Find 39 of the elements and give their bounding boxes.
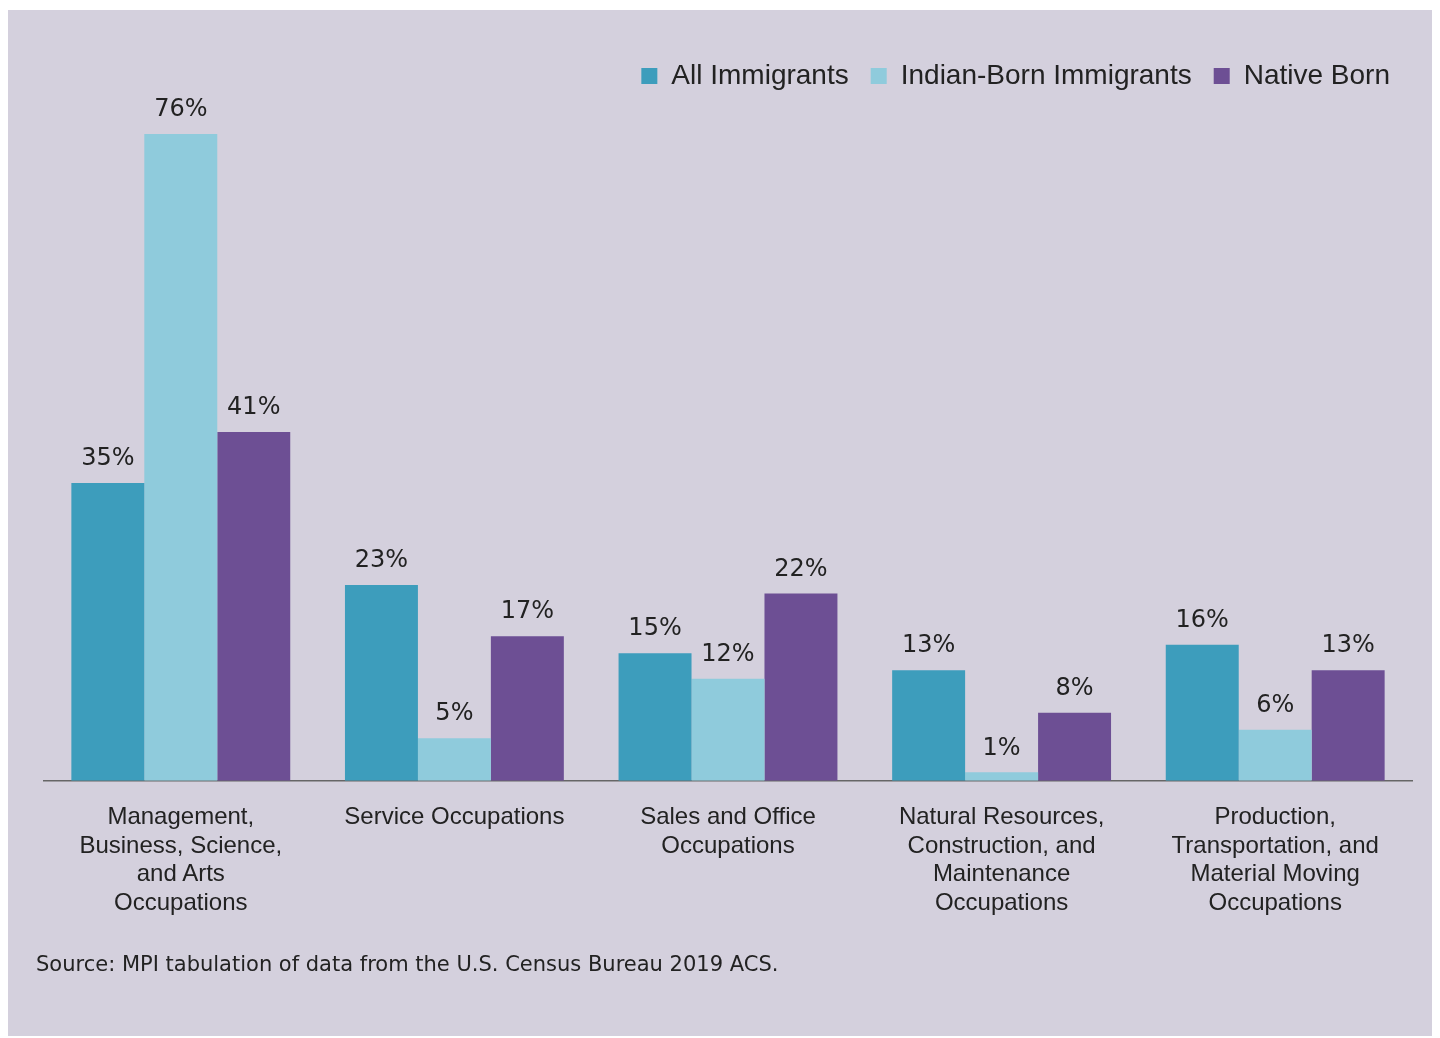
legend-label: Native Born — [1243, 58, 1391, 90]
x-tick-label: Management, Business, Science, and Arts Occupations — [79, 801, 283, 916]
legend-label: All Immigrants — [671, 58, 849, 90]
bar — [691, 678, 765, 781]
bar — [217, 431, 291, 781]
data-label: 22% — [774, 553, 828, 582]
data-label: 35% — [81, 443, 135, 472]
data-label: 13% — [1321, 630, 1375, 659]
x-tick-label: Production, Transportation, and Material Moving Occupations — [1171, 801, 1379, 916]
data-label: 23% — [354, 545, 409, 574]
legend-label: Indian-Born Immigrants — [900, 58, 1192, 90]
x-tick-label: Natural Resources, Construction, and Maintenance Occupations — [898, 801, 1105, 916]
data-label: 1% — [982, 732, 1021, 761]
bar — [892, 670, 966, 781]
bar — [490, 636, 564, 781]
bar — [417, 738, 491, 781]
data-label: 41% — [227, 392, 281, 421]
bar — [1311, 670, 1385, 781]
data-label: 76% — [154, 94, 208, 123]
bar — [1038, 712, 1112, 781]
data-label: 17% — [500, 596, 555, 625]
data-label: 8% — [1055, 672, 1094, 701]
bar — [144, 134, 218, 781]
data-label: 13% — [901, 630, 956, 659]
data-label: 12% — [701, 638, 755, 667]
bar — [764, 593, 838, 781]
bar — [1165, 644, 1239, 781]
source-note: Source: MPI tabulation of data from the U.S. Census Bureau 2019 ACS. — [36, 952, 779, 976]
data-label: 6% — [1256, 689, 1295, 718]
data-label: 16% — [1175, 604, 1229, 633]
x-tick-label: Service Occupations — [344, 801, 565, 829]
bar — [71, 482, 145, 781]
bar — [965, 772, 1039, 781]
x-tick-label: Sales and Office Occupations — [640, 801, 816, 858]
bar — [1238, 729, 1312, 781]
data-label: 5% — [435, 698, 474, 727]
bar — [344, 585, 418, 781]
bar — [618, 653, 692, 781]
data-label: 15% — [628, 613, 682, 642]
